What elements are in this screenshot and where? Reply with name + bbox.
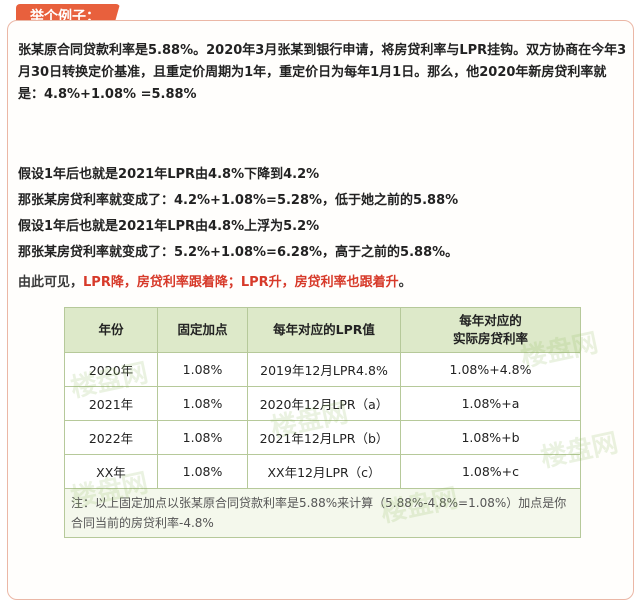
conclusion-highlight-decrease: LPR降，房贷利率跟着降； — [83, 275, 241, 290]
table-row: XX年 1.08% XX年12月LPR（c） 1.08%+c — [64, 454, 581, 489]
header-year: 年份 — [64, 307, 158, 353]
header-actual-rate: 每年对应的 实际房贷利率 — [400, 307, 581, 353]
cell-spread: 1.08% — [157, 352, 248, 387]
conclusion-highlight-increase: LPR升，房贷利率也跟着升 — [240, 275, 399, 290]
cell-year: 2020年 — [64, 352, 158, 387]
scenario-line-3: 假设1年后也就是2021年LPR由4.8%上浮为5.2% — [18, 219, 320, 234]
cell-rate: 1.08%+a — [400, 386, 581, 421]
cell-rate: 1.08%+c — [400, 454, 581, 489]
cell-lpr: 2021年12月LPR（b） — [247, 420, 401, 455]
cell-year: XX年 — [64, 454, 158, 489]
conclusion-suffix: 。 — [398, 275, 412, 290]
cell-spread: 1.08% — [157, 386, 248, 421]
rate-table: 年份 固定加点 每年对应的LPR值 每年对应的 实际房贷利率 2020年 1.0… — [64, 307, 581, 538]
cell-year: 2021年 — [64, 386, 158, 421]
intro-paragraph: 张某原合同贷款利率是5.88%。2020年3月张某到银行申请，将房贷利率与LPR… — [18, 43, 627, 102]
header-fixed-spread: 固定加点 — [157, 307, 248, 353]
table-note: 注：以上固定加点以张某原合同贷款利率是5.88%来计算（5.88%-4.8%=1… — [64, 488, 581, 538]
conclusion-line: 由此可见，LPR降，房贷利率跟着降；LPR升，房贷利率也跟着升。 — [18, 271, 412, 290]
table-row: 2021年 1.08% 2020年12月LPR（a） 1.08%+a — [64, 386, 581, 421]
table-row: 2022年 1.08% 2021年12月LPR（b） 1.08%+b — [64, 420, 581, 455]
cell-spread: 1.08% — [157, 420, 248, 455]
scenario-line-1: 假设1年后也就是2021年LPR由4.8%下降到4.2% — [18, 167, 320, 182]
cell-year: 2022年 — [64, 420, 158, 455]
cell-lpr: 2019年12月LPR4.8% — [247, 352, 401, 387]
cell-spread: 1.08% — [157, 454, 248, 489]
cell-lpr: XX年12月LPR（c） — [247, 454, 401, 489]
header-lpr-value: 每年对应的LPR值 — [247, 307, 401, 353]
table-header-row: 年份 固定加点 每年对应的LPR值 每年对应的 实际房贷利率 — [64, 307, 581, 353]
table-note-row: 注：以上固定加点以张某原合同贷款利率是5.88%来计算（5.88%-4.8%=1… — [64, 488, 581, 538]
scenario-line-2: 那张某房贷利率就变成了：4.2%+1.08%=5.28%，低于她之前的5.88% — [18, 193, 459, 208]
cell-lpr: 2020年12月LPR（a） — [247, 386, 401, 421]
cell-rate: 1.08%+4.8% — [400, 352, 581, 387]
scenario-line-4: 那张某房贷利率就变成了：5.2%+1.08%=6.28%，高于之前的5.88%。 — [18, 245, 459, 260]
table-row: 2020年 1.08% 2019年12月LPR4.8% 1.08%+4.8% — [64, 352, 581, 387]
conclusion-prefix: 由此可见， — [18, 275, 84, 290]
cell-rate: 1.08%+b — [400, 420, 581, 455]
